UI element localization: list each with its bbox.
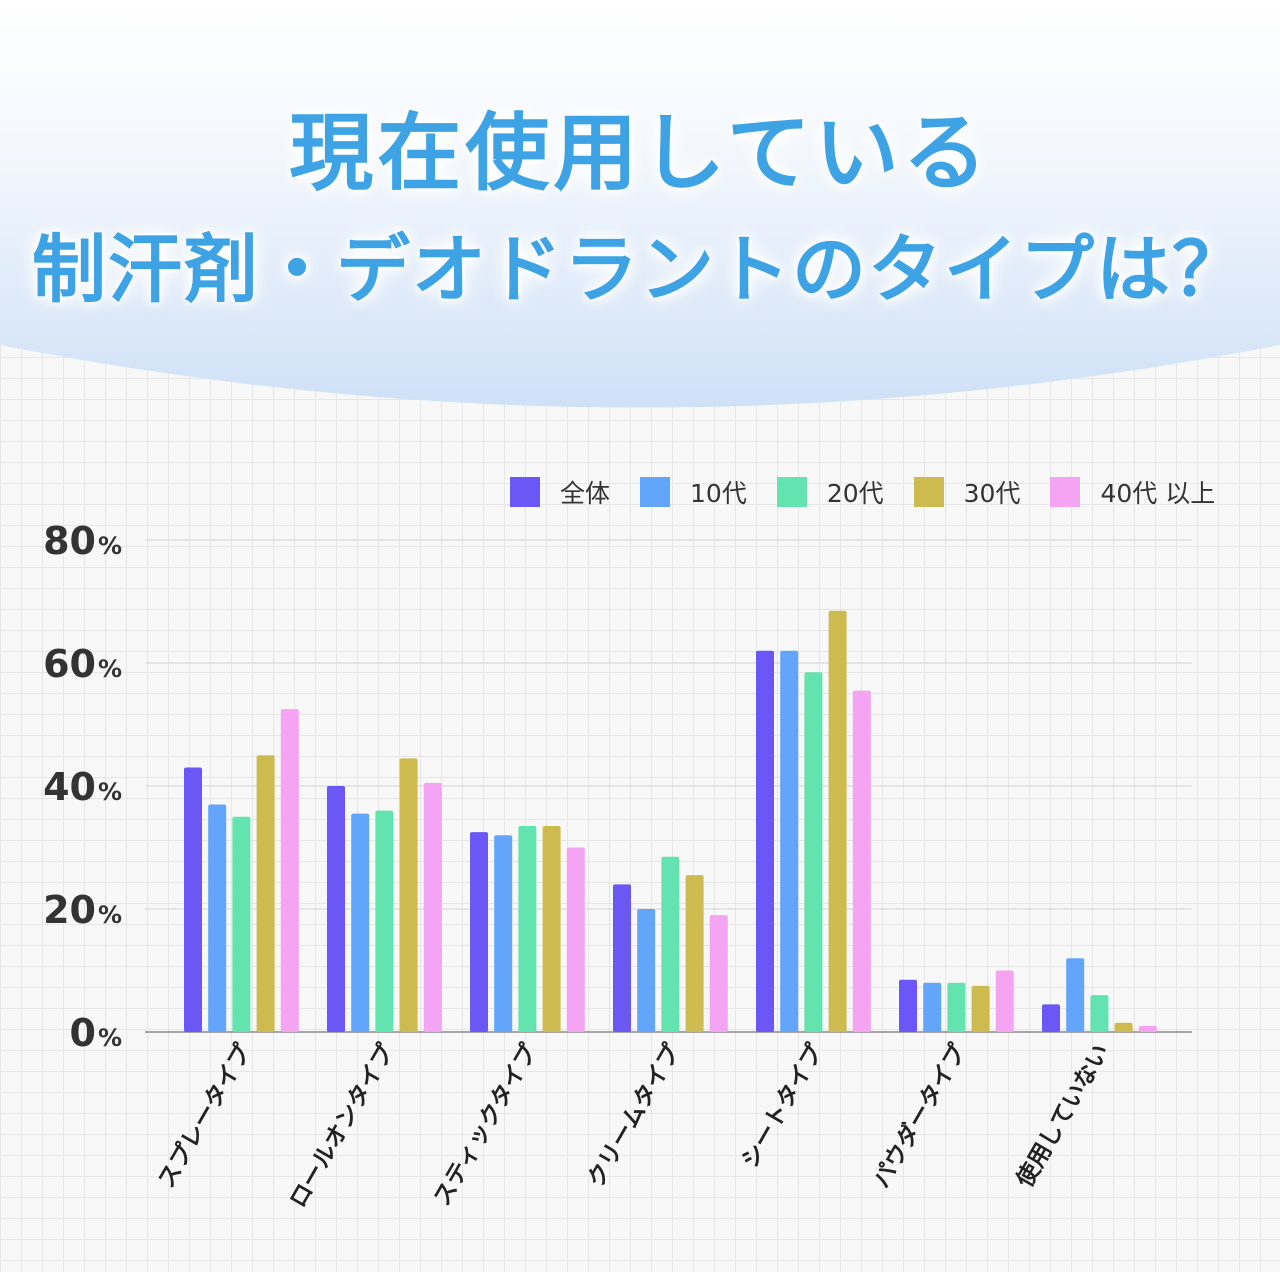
bar-5-series-4 — [995, 970, 1014, 1032]
chart-legend: 全体 10代 20代 30代 40代 以上 — [510, 472, 1215, 512]
legend-item-10s: 10代 — [640, 474, 747, 510]
x-tick-label-6: 使用していない — [1011, 1040, 1114, 1193]
bar-5-series-1 — [923, 982, 942, 1032]
x-tick-label-5: パウダータイプ — [868, 1039, 972, 1193]
bar-1-series-4 — [423, 782, 442, 1032]
bar-0-series-4 — [280, 709, 299, 1032]
legend-swatch-40s-plus — [1050, 477, 1081, 507]
x-tick-label-3: クリームタイプ — [583, 1039, 686, 1192]
y-tick-label-20: 20% — [43, 888, 122, 932]
bar-4-series-4 — [852, 690, 871, 1032]
legend-swatch-overall — [510, 477, 540, 507]
bar-5-series-2 — [947, 982, 966, 1032]
legend-swatch-10s — [640, 477, 671, 507]
bar-3-series-0 — [613, 884, 631, 1032]
chart-title-line-2: 制汗剤・デオドラントのタイプは？ — [32, 227, 1248, 313]
y-tick-label-0: 0% — [70, 1011, 123, 1055]
x-tick-label-2: スティックタイプ — [429, 1039, 543, 1210]
bar-2-series-0 — [470, 832, 488, 1032]
legend-swatch-30s — [913, 477, 944, 507]
bar-0-series-3 — [256, 755, 275, 1032]
bar-1-series-1 — [351, 813, 370, 1032]
bar-0-series-0 — [184, 767, 202, 1032]
legend-swatch-20s — [776, 477, 807, 507]
bar-3-series-2 — [661, 856, 680, 1032]
legend-label-20s: 20代 — [826, 479, 884, 508]
bar-6-series-1 — [1066, 958, 1085, 1032]
x-tick-label-4: シートタイプ — [737, 1039, 829, 1172]
y-tick-label-60: 60% — [43, 642, 122, 686]
bar-1-series-2 — [375, 810, 394, 1032]
bar-1-series-3 — [399, 758, 418, 1032]
bar-0-series-1 — [208, 804, 227, 1032]
chart-title-line-1: 現在使用している — [289, 104, 991, 202]
legend-label-overall: 全体 — [560, 479, 611, 508]
bar-3-series-4 — [709, 915, 728, 1032]
bar-2-series-2 — [518, 825, 537, 1032]
bar-3-series-1 — [637, 909, 656, 1032]
header-background — [0, 0, 1280, 408]
bar-6-series-2 — [1090, 995, 1109, 1032]
bar-4-series-0 — [756, 650, 774, 1032]
legend-item-20s: 20代 — [776, 474, 884, 510]
legend-label-30s: 30代 — [963, 479, 1021, 508]
bar-4-series-1 — [780, 650, 799, 1032]
legend-label-40s-plus: 40代 以上 — [1100, 479, 1216, 508]
x-tick-label-1: ロールオンタイプ — [285, 1039, 400, 1212]
bar-2-series-4 — [566, 847, 585, 1032]
legend-item-40s-plus: 40代 以上 — [1050, 474, 1215, 510]
y-tick-label-80: 80% — [43, 519, 122, 563]
x-tick-label-0: スプレータイプ — [154, 1039, 258, 1192]
legend-label-10s: 10代 — [690, 479, 747, 508]
bar-6-series-4 — [1138, 1025, 1157, 1032]
bar-1-series-0 — [327, 786, 345, 1032]
bar-0-series-2 — [232, 816, 251, 1032]
y-tick-label-40: 40% — [43, 765, 122, 809]
bar-4-series-3 — [828, 610, 847, 1032]
bar-2-series-3 — [542, 825, 561, 1032]
legend-item-30s: 30代 — [913, 474, 1021, 510]
bar-3-series-3 — [685, 875, 704, 1032]
bar-6-series-3 — [1114, 1022, 1133, 1032]
bar-4-series-2 — [804, 672, 823, 1032]
bar-5-series-0 — [899, 979, 917, 1032]
legend-item-overall: 全体 — [510, 474, 610, 510]
bar-5-series-3 — [971, 985, 990, 1032]
bar-6-series-0 — [1042, 1004, 1060, 1032]
bar-2-series-1 — [494, 835, 513, 1032]
